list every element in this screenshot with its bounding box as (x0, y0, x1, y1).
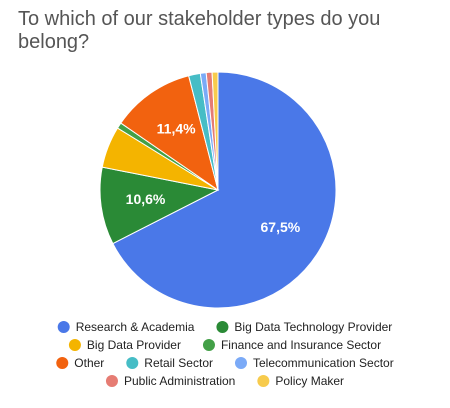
legend-label: Public Administration (124, 374, 235, 388)
legend-item: Big Data Technology Provider (216, 320, 392, 334)
legend-label: Retail Sector (144, 356, 213, 370)
legend-marker (216, 321, 229, 333)
legend-marker (257, 375, 270, 387)
legend-marker (68, 339, 81, 351)
pie-slice (99, 166, 220, 245)
chart-title: To which of our stakeholder types do you… (18, 8, 381, 53)
legend-item: Policy Maker (257, 374, 344, 388)
legend-label: Telecommunication Sector (253, 356, 394, 370)
legend-item: Public Administration (105, 374, 235, 388)
legend-marker (126, 357, 139, 369)
legend-marker (202, 339, 215, 351)
legend-marker (57, 321, 70, 333)
legend-label: Other (74, 356, 104, 370)
data-label: 11,4% (157, 121, 196, 137)
legend-marker (234, 357, 247, 369)
legend-marker (56, 357, 69, 369)
pie-slice (211, 71, 219, 191)
legend-label: Policy Maker (275, 374, 344, 388)
legend-label: Research & Academia (76, 320, 195, 334)
legend-item: Finance and Insurance Sector (202, 338, 381, 352)
legend-item: Telecommunication Sector (234, 356, 394, 370)
pie-slice (112, 71, 337, 309)
legend-marker (105, 375, 118, 387)
legend-label: Big Data Provider (87, 338, 181, 352)
legend-label: Finance and Insurance Sector (221, 338, 381, 352)
legend-item: Retail Sector (126, 356, 213, 370)
data-label: 10,6% (126, 191, 166, 207)
legend-item: Big Data Provider (68, 338, 181, 352)
legend-item: Other (56, 356, 104, 370)
data-label: 67,5% (261, 219, 301, 235)
legend-item: Research & Academia (57, 320, 195, 334)
legend-label: Big Data Technology Provider (234, 320, 392, 334)
pie-slice (120, 75, 219, 192)
